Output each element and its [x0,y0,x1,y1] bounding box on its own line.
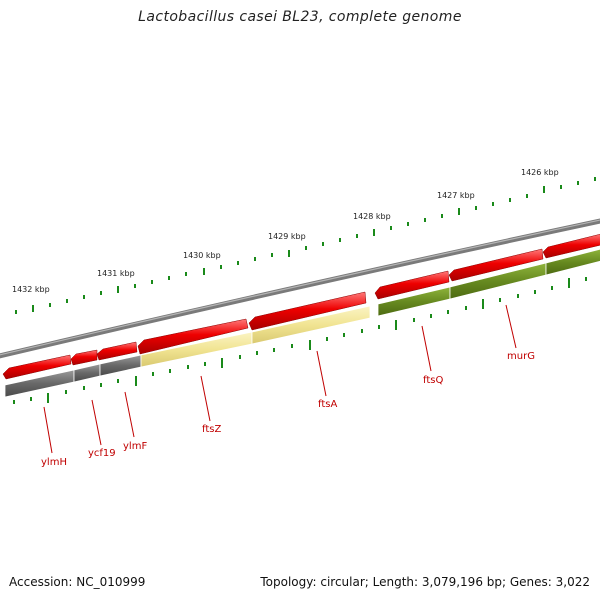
topology-text: Topology: circular; Length: 3,079,196 bp… [260,575,590,589]
cds-ylmH[interactable] [2,354,72,380]
gene-label-ycf19[interactable]: ycf19 [88,448,116,459]
inner-ruler [13,277,587,404]
gene-label-ftsZ[interactable]: ftsZ [202,424,221,435]
cog-next [545,248,600,276]
gene-label-ylmH[interactable]: ylmH [41,457,67,468]
map-title: Lactobacillus casei BL23, complete genom… [138,9,462,25]
ruler-label-1426: 1426 kbp [521,168,559,177]
cds-murG[interactable] [448,248,544,282]
gene-label-ftsQ[interactable]: ftsQ [423,375,443,386]
ruler-label-1430: 1430 kbp [183,251,221,260]
cog-ycf19 [73,363,101,383]
cog-ftsA [251,305,371,345]
ruler-label-1428: 1428 kbp [353,212,391,221]
genome-backbone [0,218,600,359]
cds-next[interactable] [542,233,600,259]
cds-ftsZ[interactable] [137,318,249,355]
ruler-label-1431: 1431 kbp [97,269,135,278]
ruler-label-1429: 1429 kbp [268,232,306,241]
ruler-label-1427: 1427 kbp [437,191,475,200]
gene-leaders [43,304,517,454]
cds-ylmF[interactable] [96,341,138,361]
cds-ftsA[interactable] [248,291,367,331]
outer-ruler [15,177,596,314]
cds-ycf19[interactable] [70,349,98,366]
accession-text: Accession: NC_010999 [9,575,146,589]
ruler-label-1432: 1432 kbp [12,285,50,294]
gene-label-ylmF[interactable]: ylmF [123,441,147,452]
cog-track [4,248,600,398]
cds-track [2,233,600,380]
gene-label-murG[interactable]: murG [507,351,535,362]
gene-labels: ylmH ycf19 ylmF ftsZ ftsA ftsQ murG [41,351,535,468]
ruler-labels: 1432 kbp 1431 kbp 1430 kbp 1429 kbp 1428… [12,168,559,294]
cds-ftsQ[interactable] [374,270,450,300]
gene-label-ftsA[interactable]: ftsA [318,399,337,410]
